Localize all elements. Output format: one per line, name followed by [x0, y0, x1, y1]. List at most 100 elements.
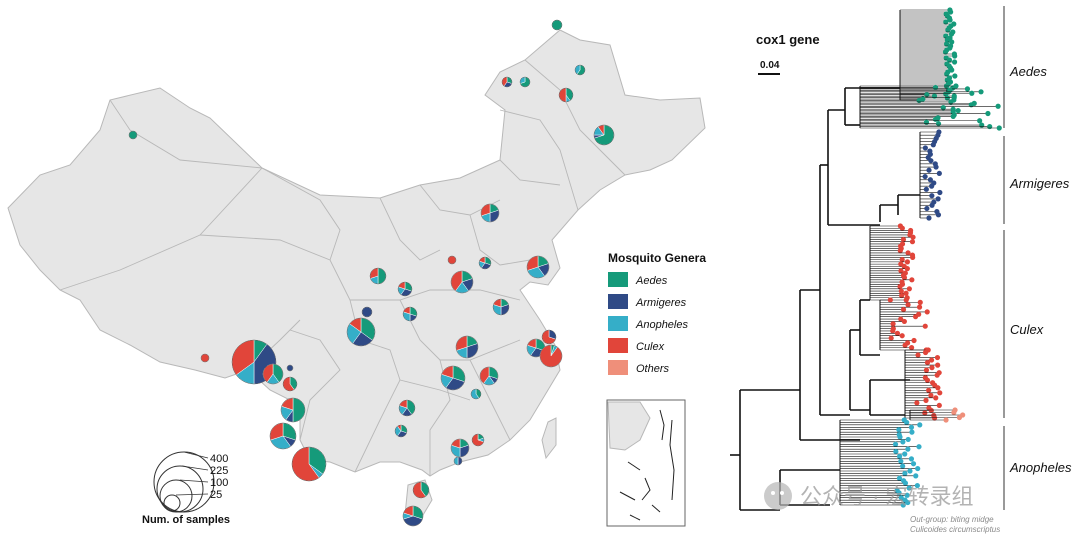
site-pie	[526, 255, 550, 279]
site-pie	[450, 438, 470, 458]
legend-label-aedes: Aedes	[635, 275, 668, 287]
site-pie	[394, 424, 408, 438]
tree-tip	[896, 490, 902, 496]
legend-title: Mosquito Genera	[608, 251, 706, 265]
tree-tip	[900, 502, 906, 508]
tree-tip	[924, 92, 930, 98]
tree-tip	[951, 59, 958, 65]
pie-outline	[412, 481, 430, 499]
tree-tip	[969, 90, 975, 96]
clade-label-culex: Culex	[1010, 322, 1044, 337]
tree-tip	[924, 359, 931, 366]
phylogenetic-tree-panel: cox1 gene 0.04	[720, 0, 1080, 540]
tree-tip	[979, 122, 985, 128]
tree-tip	[898, 268, 904, 274]
pie-outline	[551, 19, 563, 31]
tree-tip	[899, 333, 905, 339]
site-pie	[361, 306, 373, 318]
size-leader-225	[181, 465, 209, 471]
tree-tip	[987, 123, 993, 130]
tree-tip	[933, 164, 939, 170]
tree-tip	[928, 158, 934, 164]
tree-tip	[915, 465, 921, 472]
outgroup-line1: Out-group: biting midge	[910, 515, 994, 524]
pie-outline	[450, 438, 470, 458]
pie-outline	[455, 335, 479, 359]
tree-tip	[935, 362, 941, 368]
pie-outline	[286, 364, 294, 372]
tree-tip	[922, 349, 929, 356]
size-leader-400	[183, 451, 209, 459]
pie-outline	[519, 76, 531, 88]
tree-tip	[896, 427, 902, 433]
tree-tip	[936, 170, 942, 177]
size-label-25: 25	[210, 489, 222, 501]
site-pie	[551, 19, 563, 31]
pie-outline	[262, 363, 284, 385]
pie-outline	[291, 446, 327, 482]
legend-swatch-others	[608, 360, 628, 375]
tree-tip	[933, 395, 939, 401]
tree-tip	[944, 71, 950, 77]
pie-outline	[280, 397, 306, 423]
tree-tip	[928, 392, 934, 398]
site-pie	[397, 281, 413, 297]
site-pie	[574, 64, 586, 76]
tree-tip	[922, 173, 928, 180]
tree-tip	[948, 31, 955, 37]
tree-tip	[890, 321, 896, 327]
tree-tip	[899, 292, 905, 299]
tree-tip	[897, 434, 903, 440]
tree-tip	[916, 444, 922, 450]
tree-tip	[935, 196, 941, 202]
tree-tip	[947, 17, 953, 23]
watermark-svg: 公众号 · 宏转录组	[764, 482, 974, 510]
tree-tip	[924, 309, 930, 315]
tree-tip	[902, 342, 908, 348]
tree-tip	[911, 337, 917, 344]
pie-outline	[269, 422, 297, 450]
tree-tip	[900, 439, 906, 445]
legend-swatch-anopheles	[608, 316, 628, 331]
site-pie	[269, 422, 297, 450]
tree-tip	[909, 277, 915, 283]
pie-outline	[541, 329, 557, 345]
tree-tip	[949, 67, 955, 73]
tree-tip	[926, 387, 932, 393]
tree-tip	[931, 93, 938, 99]
clade-label-anopheles: Anopheles	[1009, 460, 1072, 475]
site-pie	[128, 130, 138, 140]
site-pie	[471, 433, 485, 447]
size-label-100: 100	[210, 477, 228, 489]
site-pie	[501, 76, 513, 88]
tree-tips	[839, 7, 1002, 508]
tree-tip	[902, 480, 909, 486]
inset-land	[607, 401, 651, 451]
tree-tip	[904, 259, 911, 265]
tree-tip	[893, 448, 899, 455]
tree-tip	[923, 397, 929, 403]
tree-tip	[905, 446, 911, 452]
tree-tip	[915, 352, 921, 358]
tree-tip	[890, 328, 896, 334]
tree-tip	[929, 202, 935, 208]
tree-tip	[898, 288, 904, 294]
tree-tip	[923, 186, 929, 192]
genera-legend: Mosquito Genera Aedes Armigeres Anophele…	[608, 251, 706, 375]
tree-tip	[900, 463, 906, 469]
site-pie	[519, 76, 531, 88]
watermark: 公众号 · 宏转录组	[760, 476, 1060, 516]
phylogenetic-tree: cox1 gene 0.04	[730, 6, 1072, 534]
site-pie	[539, 344, 563, 368]
tree-tip	[943, 91, 949, 97]
size-legend: 400 225 100 25 Num. of samples	[142, 451, 230, 526]
site-pie	[402, 306, 418, 322]
legend-label-culex: Culex	[636, 341, 665, 353]
site-pie	[346, 317, 376, 347]
tree-tip	[905, 302, 911, 308]
site-pie	[492, 298, 510, 316]
pie-outline	[398, 399, 416, 417]
pie-outline	[471, 433, 485, 447]
site-pie	[286, 364, 294, 372]
tree-tip	[900, 306, 907, 313]
